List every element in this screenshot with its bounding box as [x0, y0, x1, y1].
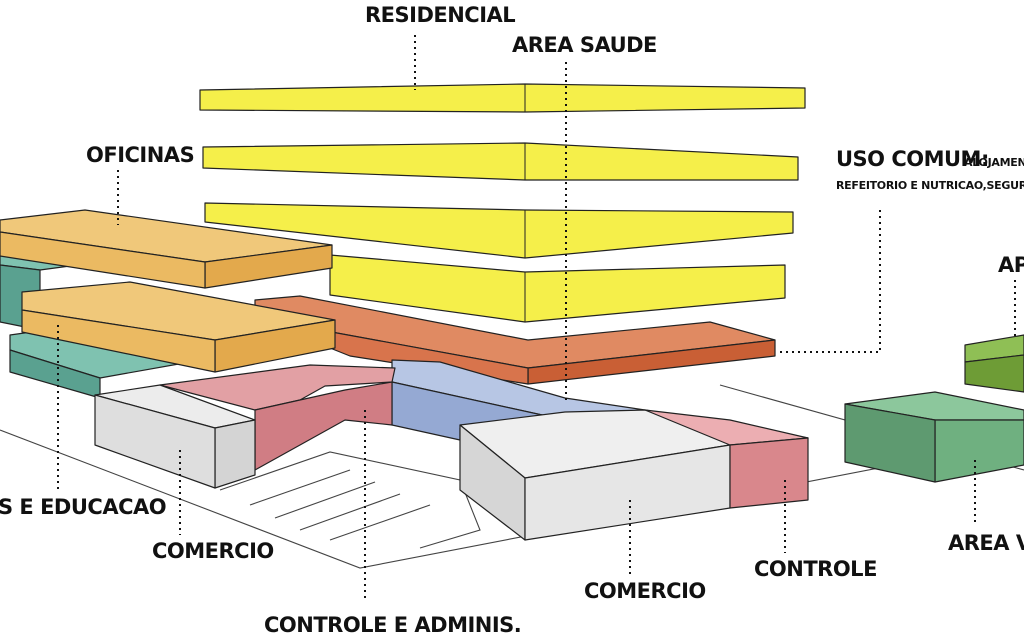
label-controle-adminis: CONTROLE E ADMINIS. [264, 613, 521, 637]
commerce-left-front [214, 419, 256, 489]
parking-line-3 [299, 493, 401, 531]
program-labels: RESIDENCIAL AREA SAUDE OFICINAS USO COMU… [0, 3, 1024, 637]
label-uso-comum-line1: ALOJAMENT [964, 156, 1024, 169]
commerce-left-side [94, 394, 216, 489]
workshop-blocks [0, 209, 336, 373]
residential-slabs [199, 83, 806, 323]
label-area-verde: AREA V [948, 531, 1024, 555]
workshop-block-lower [21, 281, 336, 373]
label-uso-comum-line2: REFEITORIO E NUTRICAO,SEGURANC [836, 179, 1024, 192]
label-controle-right: CONTROLE [754, 557, 877, 581]
workshop-block-upper [0, 209, 333, 289]
residential-slab-1 [199, 83, 806, 113]
commerce-right-block [459, 409, 809, 541]
green-area-block [844, 391, 1024, 483]
commerce-left-block [94, 384, 256, 489]
green-area-side [844, 403, 936, 483]
label-comercio-left: COMERCIO [152, 539, 274, 563]
label-residencial: RESIDENCIAL [365, 3, 515, 27]
label-uso-comum-title: USO COMUM: [836, 147, 989, 171]
label-comercio-right: COMERCIO [584, 579, 706, 603]
label-oficinas: OFICINAS [86, 143, 194, 167]
parking-line-1 [249, 469, 351, 506]
residential-slab-2 [202, 142, 799, 181]
support-block-top [964, 334, 1024, 363]
parking-line-4 [329, 504, 431, 541]
green-area-front [934, 419, 1024, 483]
support-block [964, 334, 1024, 393]
residential-slab-3 [204, 202, 794, 259]
control-right-front [729, 437, 809, 509]
label-educacao: S E EDUCACAO [0, 495, 166, 519]
label-apoio: AP [998, 253, 1024, 277]
label-area-saude: AREA SAUDE [512, 33, 657, 57]
residential-slab-4 [329, 254, 786, 323]
control-admin-front [254, 381, 393, 471]
control-admin-block [159, 364, 396, 471]
support-block-front [964, 354, 1024, 393]
leader-uso-comum [780, 210, 881, 353]
parking-line-2 [274, 481, 376, 519]
leader-lines [57, 35, 1016, 602]
